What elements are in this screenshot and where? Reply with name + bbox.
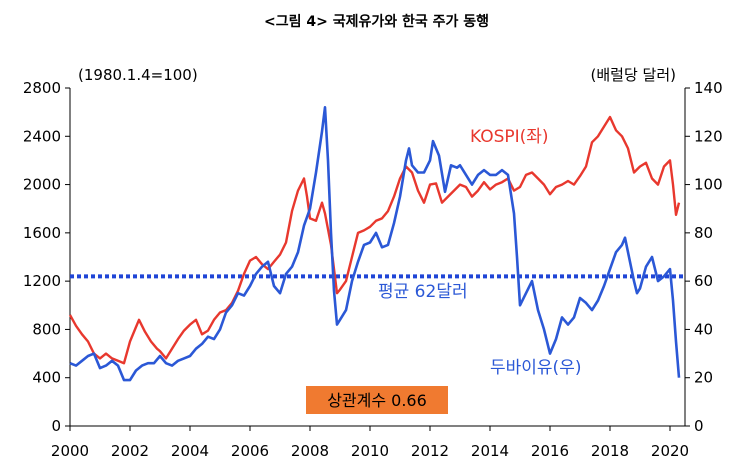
x-tick-label: 2006 bbox=[231, 442, 269, 460]
left-axis-unit: (1980.1.4=100) bbox=[78, 66, 198, 84]
right-tick-label: 0 bbox=[694, 417, 704, 435]
kospi-series-label: KOSPI(좌) bbox=[470, 127, 549, 147]
right-tick-label: 100 bbox=[694, 176, 723, 194]
x-tick-label: 2004 bbox=[171, 442, 209, 460]
right-tick-label: 60 bbox=[694, 272, 713, 290]
left-tick-label: 400 bbox=[32, 369, 61, 387]
dubai-oil-series-label: 두바이유(우) bbox=[490, 358, 581, 378]
correlation-box bbox=[306, 386, 448, 414]
x-tick-labels: 2000 2002 2004 2006 2008 2010 2012 2014 2016 2018… bbox=[51, 426, 689, 460]
right-tick-label: 40 bbox=[694, 320, 713, 338]
kospi-series-line bbox=[68, 115, 681, 365]
correlation-annotation: 상관계수 0.66 bbox=[306, 386, 448, 414]
average-line-label: 평균 62달러 bbox=[378, 282, 468, 302]
right-tick-label: 120 bbox=[694, 127, 723, 145]
right-tick-label: 80 bbox=[694, 224, 713, 242]
left-tick-label: 800 bbox=[32, 320, 61, 338]
left-tick-labels: 0 400 800 1200 1600 2000 2400 2800 bbox=[23, 79, 70, 435]
chart-title: <그림 4> 국제유가와 한국 주가 동행 bbox=[264, 13, 489, 30]
left-tick-label: 2000 bbox=[23, 176, 61, 194]
right-tick-label: 20 bbox=[694, 369, 713, 387]
left-tick-label: 2400 bbox=[23, 127, 61, 145]
x-tick-label: 2014 bbox=[471, 442, 509, 460]
right-tick-labels: 0 20 40 60 80 100 120 140 bbox=[685, 79, 723, 435]
right-tick-label: 140 bbox=[694, 79, 723, 97]
x-tick-label: 2010 bbox=[351, 442, 389, 460]
dubai-oil-series-line bbox=[69, 106, 681, 382]
x-tick-label: 2000 bbox=[51, 442, 89, 460]
correlation-text: 상관계수 0.66 bbox=[327, 391, 427, 410]
left-tick-label: 1600 bbox=[23, 224, 61, 242]
left-tick-label: 0 bbox=[51, 417, 61, 435]
x-tick-label: 2002 bbox=[111, 442, 149, 460]
x-tick-label: 2016 bbox=[531, 442, 569, 460]
left-tick-label: 2800 bbox=[23, 79, 61, 97]
left-tick-label: 1200 bbox=[23, 272, 61, 290]
x-tick-label: 2008 bbox=[291, 442, 329, 460]
x-tick-label: 2018 bbox=[591, 442, 629, 460]
x-tick-label: 2020 bbox=[651, 442, 689, 460]
right-axis-unit: (배럴당 달러) bbox=[591, 66, 676, 84]
plot-frame bbox=[69, 88, 686, 427]
x-tick-label: 2012 bbox=[411, 442, 449, 460]
